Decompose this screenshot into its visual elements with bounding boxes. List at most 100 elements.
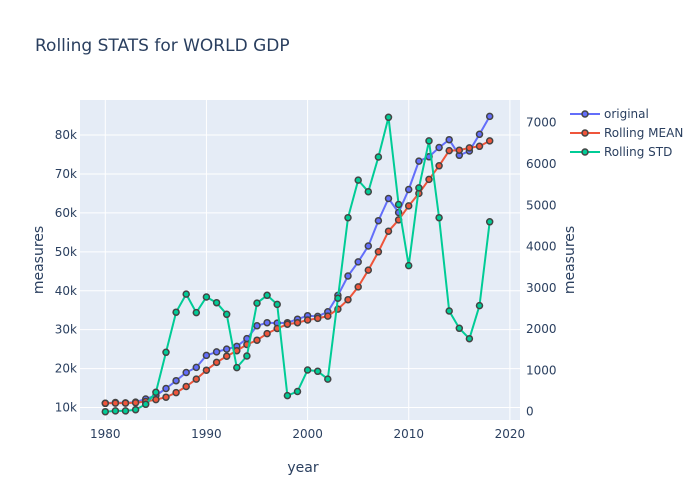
y2-tick-label: 5000 — [526, 198, 557, 212]
legend-item[interactable]: Rolling STD — [570, 145, 672, 159]
data-point — [202, 293, 211, 301]
data-point — [374, 216, 383, 225]
data-point — [303, 316, 312, 324]
data-point — [485, 137, 494, 145]
chart-title: Rolling STATS for WORLD GDP — [35, 36, 290, 56]
legend-item[interactable]: Rolling MEAN — [570, 126, 683, 140]
x-tick-label: 1980 — [90, 427, 121, 441]
data-point — [222, 310, 231, 319]
data-point — [334, 294, 342, 302]
x-tick-label: 2000 — [292, 427, 323, 441]
y2-tick-label: 4000 — [526, 240, 557, 254]
data-point — [172, 308, 180, 316]
data-point — [404, 202, 413, 210]
y-tick-label: 10k — [55, 401, 77, 415]
data-point — [354, 176, 362, 184]
data-point — [394, 200, 403, 209]
x-axis-title: year — [287, 460, 318, 476]
data-point — [263, 291, 271, 300]
data-point — [293, 318, 302, 327]
data-point — [263, 329, 271, 338]
x-tick-label: 1990 — [191, 427, 222, 441]
data-point — [435, 162, 443, 170]
data-point — [475, 142, 484, 151]
data-point — [364, 266, 373, 274]
y-tick-label: 80k — [55, 128, 77, 142]
data-point — [141, 400, 150, 409]
data-point — [465, 334, 474, 343]
grid — [80, 100, 520, 420]
data-point — [455, 324, 464, 333]
data-point — [445, 307, 453, 315]
data-point — [101, 407, 110, 416]
data-point — [324, 312, 332, 320]
data-point — [485, 112, 494, 121]
series-rolling-mean — [101, 137, 494, 408]
y-tick-label: 50k — [55, 245, 77, 259]
data-point — [182, 290, 190, 298]
data-point — [111, 407, 120, 415]
data-point — [344, 272, 352, 280]
data-point — [425, 175, 433, 184]
data-point — [212, 348, 221, 356]
y-tick-label: 20k — [55, 362, 77, 376]
data-point — [415, 157, 423, 165]
data-point — [212, 298, 221, 307]
data-point — [313, 314, 322, 323]
data-point — [212, 358, 221, 367]
data-point — [131, 405, 140, 414]
data-point — [384, 194, 393, 203]
data-point — [192, 308, 201, 317]
legend-label: original — [604, 107, 649, 121]
data-point — [192, 375, 201, 383]
y-tick-label: 40k — [55, 284, 77, 298]
y2-tick-label: 0 — [526, 405, 534, 419]
data-point — [182, 382, 190, 391]
y-axis-title: measures — [31, 226, 47, 294]
data-point — [222, 345, 231, 353]
data-point — [202, 366, 211, 374]
data-point — [455, 146, 464, 154]
data-point — [273, 300, 281, 309]
y2-axis-ticks: 0 1000 2000 3000 4000 5000 6000 7000 — [526, 116, 557, 419]
data-point — [263, 318, 271, 327]
data-point — [111, 399, 120, 407]
data-point — [475, 301, 484, 310]
data-point — [404, 261, 413, 270]
data-point — [485, 218, 494, 226]
data-point — [374, 153, 383, 161]
data-point — [162, 384, 170, 393]
data-point — [121, 407, 130, 415]
y2-tick-label: 6000 — [526, 157, 557, 171]
data-point — [253, 299, 261, 307]
data-point — [384, 113, 393, 122]
series-rolling-std — [101, 113, 494, 416]
data-point — [253, 336, 261, 344]
data-point — [354, 258, 362, 266]
data-point — [233, 363, 241, 372]
data-point — [425, 137, 433, 145]
data-point — [172, 388, 180, 397]
data-point — [384, 227, 393, 235]
data-point — [192, 363, 201, 372]
y-tick-label: 60k — [55, 206, 77, 220]
legend-swatch-marker — [581, 129, 589, 137]
data-point — [152, 388, 160, 397]
data-point — [243, 352, 251, 360]
y-tick-label: 30k — [55, 323, 77, 337]
data-point — [313, 367, 322, 376]
legend-swatch-marker — [581, 148, 589, 156]
legend-swatch-marker — [581, 110, 589, 118]
data-point — [435, 213, 443, 222]
data-point — [324, 375, 332, 383]
data-point — [404, 185, 413, 194]
data-point — [465, 144, 474, 152]
data-point — [344, 295, 352, 304]
data-point — [374, 248, 383, 256]
data-point — [364, 242, 373, 250]
legend-label: Rolling STD — [604, 145, 672, 159]
legend-item[interactable]: original — [570, 107, 649, 121]
data-point — [475, 130, 484, 139]
data-point — [283, 320, 292, 328]
